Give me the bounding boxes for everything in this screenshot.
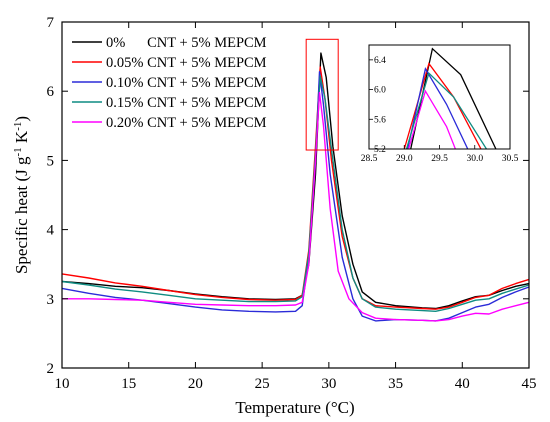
inset-series-line-2 (406, 67, 469, 149)
inset-series-line-3 (405, 71, 488, 149)
inset-series-line-0 (410, 47, 497, 149)
inset-y-tick-label: 6.4 (374, 56, 386, 66)
inset-y-tick-label: 6.0 (374, 86, 386, 96)
x-tick-label: 15 (121, 376, 136, 392)
y-tick-label: 7 (47, 15, 55, 31)
inset-background (369, 45, 510, 149)
y-axis-label: Specific heat (J g-1 K-1) (12, 116, 31, 274)
plot-frame (61, 21, 530, 369)
x-tick-label: 40 (455, 376, 470, 392)
inset-x-tick-label: 29.0 (396, 154, 413, 164)
y-tick-label: 2 (47, 361, 55, 377)
inset-x-tick-label: 30.5 (502, 154, 519, 164)
inset-axes-layer: 28.5 29.0 29.5 30.0 30.5 5.2 5.6 6.0 6.4 (361, 56, 519, 164)
highlight-box (305, 38, 339, 151)
inset-x-tick-label: 29.5 (431, 154, 448, 164)
x-tick-label: 30 (321, 376, 336, 392)
inset-y-tick-label: 5.6 (374, 115, 386, 125)
x-tick-label: 45 (522, 376, 537, 392)
y-tick-label: 5 (47, 153, 55, 169)
x-tick-label: 35 (388, 376, 403, 392)
inset-series-line-1 (403, 62, 482, 149)
legend: 0% CNT + 5% MEPCM 0.05% CNT + 5% MEPCM 0.1… (72, 35, 267, 131)
legend-label-4: 0.20% CNT + 5% MEPCM (106, 115, 267, 131)
y-tick-label: 4 (47, 223, 55, 239)
x-tick-label: 25 (255, 376, 270, 392)
inset-series-line-4 (407, 89, 457, 149)
inset-series-layer (403, 47, 497, 149)
legend-label-3: 0.15% CNT + 5% MEPCM (106, 95, 267, 111)
series-line-3 (61, 75, 530, 312)
y-tick-label: 6 (47, 84, 55, 100)
inset-y-tick-label: 5.2 (374, 145, 386, 155)
inset-plot: 28.5 29.0 29.5 30.0 30.5 5.2 5.6 6.0 6.4 (361, 44, 519, 164)
series-line-4 (62, 91, 530, 322)
series-layer (61, 52, 530, 322)
x-axis-label: Temperature (°C) (235, 398, 354, 417)
x-tick-label: 10 (55, 376, 70, 392)
x-tick-label: 20 (188, 376, 203, 392)
legend-label-2: 0.10% CNT + 5% MEPCM (106, 75, 267, 91)
inset-x-tick-label: 28.5 (361, 154, 378, 164)
legend-label-1: 0.05% CNT + 5% MEPCM (106, 55, 267, 71)
y-tick-label: 3 (47, 292, 55, 308)
legend-label-0: 0% CNT + 5% MEPCM (106, 35, 267, 51)
inset-x-tick-label: 30.0 (466, 154, 483, 164)
series-line-2 (61, 71, 530, 322)
